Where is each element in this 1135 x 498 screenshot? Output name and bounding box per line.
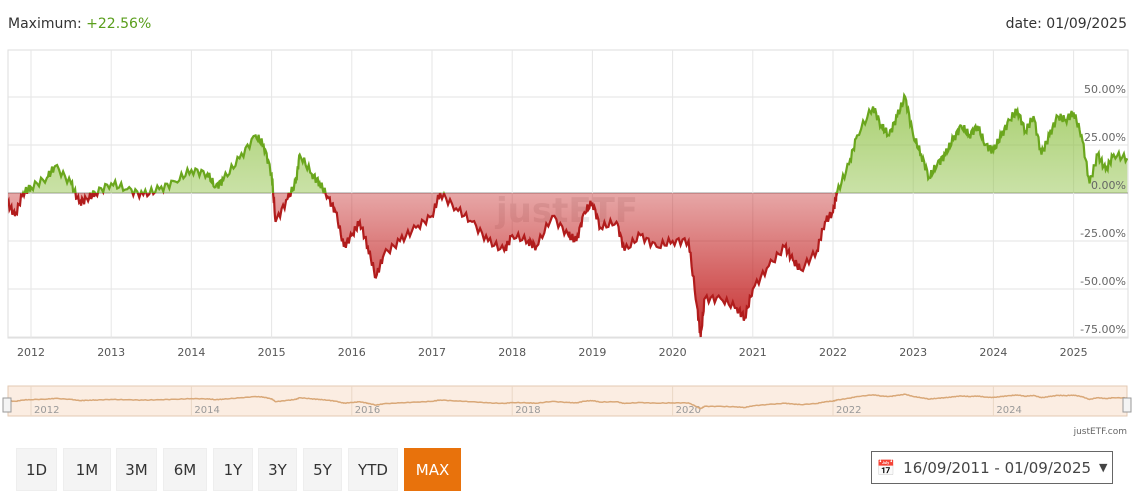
x-tick-label: 2015	[258, 346, 286, 359]
x-tick-label: 2014	[177, 346, 205, 359]
x-tick-label: 2016	[338, 346, 366, 359]
range-button-ytd[interactable]: YTD	[348, 448, 398, 491]
y-tick-label: -75.00%	[1080, 323, 1126, 336]
maximum-label: Maximum:	[8, 16, 82, 32]
series-line-positive	[20, 91, 1128, 193]
navigator-label: 2012	[34, 405, 59, 416]
y-tick-label: -25.00%	[1080, 227, 1126, 240]
range-button-5y[interactable]: 5Y	[303, 448, 342, 491]
x-tick-label: 2012	[17, 346, 45, 359]
x-tick-label: 2021	[739, 346, 767, 359]
navigator-label: 2024	[996, 405, 1021, 416]
x-tick-label: 2022	[819, 346, 847, 359]
range-button-3m[interactable]: 3M	[116, 448, 157, 491]
y-tick-label: 25.00%	[1084, 131, 1126, 144]
range-button-3y[interactable]: 3Y	[258, 448, 297, 491]
y-tick-label: 0.00%	[1091, 179, 1126, 192]
x-tick-label: 2019	[578, 346, 606, 359]
date-range-picker[interactable]: 📅 16/09/2011 - 01/09/2025 ▼	[871, 451, 1113, 484]
navigator-label: 2014	[194, 405, 219, 416]
navigator-label: 2018	[515, 405, 540, 416]
range-button-1d[interactable]: 1D	[16, 448, 57, 491]
x-tick-label: 2017	[418, 346, 446, 359]
caret-down-icon: ▼	[1099, 461, 1108, 474]
range-button-6m[interactable]: 6M	[163, 448, 207, 491]
x-tick-label: 2025	[1060, 346, 1088, 359]
date-readout: date: 01/09/2025	[1005, 16, 1127, 32]
maximum-readout: Maximum: +22.56%	[8, 16, 151, 32]
navigator-handle-left[interactable]	[2, 397, 12, 413]
range-button-1y[interactable]: 1Y	[213, 448, 253, 491]
navigator-label: 2016	[355, 405, 380, 416]
negative-area	[8, 193, 1128, 337]
x-tick-label: 2024	[979, 346, 1007, 359]
y-tick-label: -50.00%	[1080, 275, 1126, 288]
navigator-label: 2020	[676, 405, 701, 416]
y-tick-label: 50.00%	[1084, 83, 1126, 96]
x-tick-label: 2020	[659, 346, 687, 359]
x-tick-label: 2018	[498, 346, 526, 359]
range-button-1m[interactable]: 1M	[63, 448, 111, 491]
series-line-negative	[8, 193, 839, 338]
navigator-handle-right[interactable]	[1122, 397, 1132, 413]
x-tick-label: 2013	[97, 346, 125, 359]
date-range-value: 16/09/2011 - 01/09/2025	[903, 458, 1092, 477]
navigator[interactable]	[7, 385, 1128, 417]
range-button-max[interactable]: MAX	[404, 448, 461, 491]
navigator-line	[7, 393, 1128, 410]
maximum-value: +22.56%	[86, 16, 152, 32]
calendar-icon: 📅	[876, 458, 896, 477]
x-tick-label: 2023	[899, 346, 927, 359]
navigator-label: 2022	[836, 405, 861, 416]
performance-chart: justETF 50.00%25.00%0.00%-25.00%-50.00%-…	[2, 49, 1132, 417]
credit-text: justETF.com	[1073, 427, 1127, 437]
